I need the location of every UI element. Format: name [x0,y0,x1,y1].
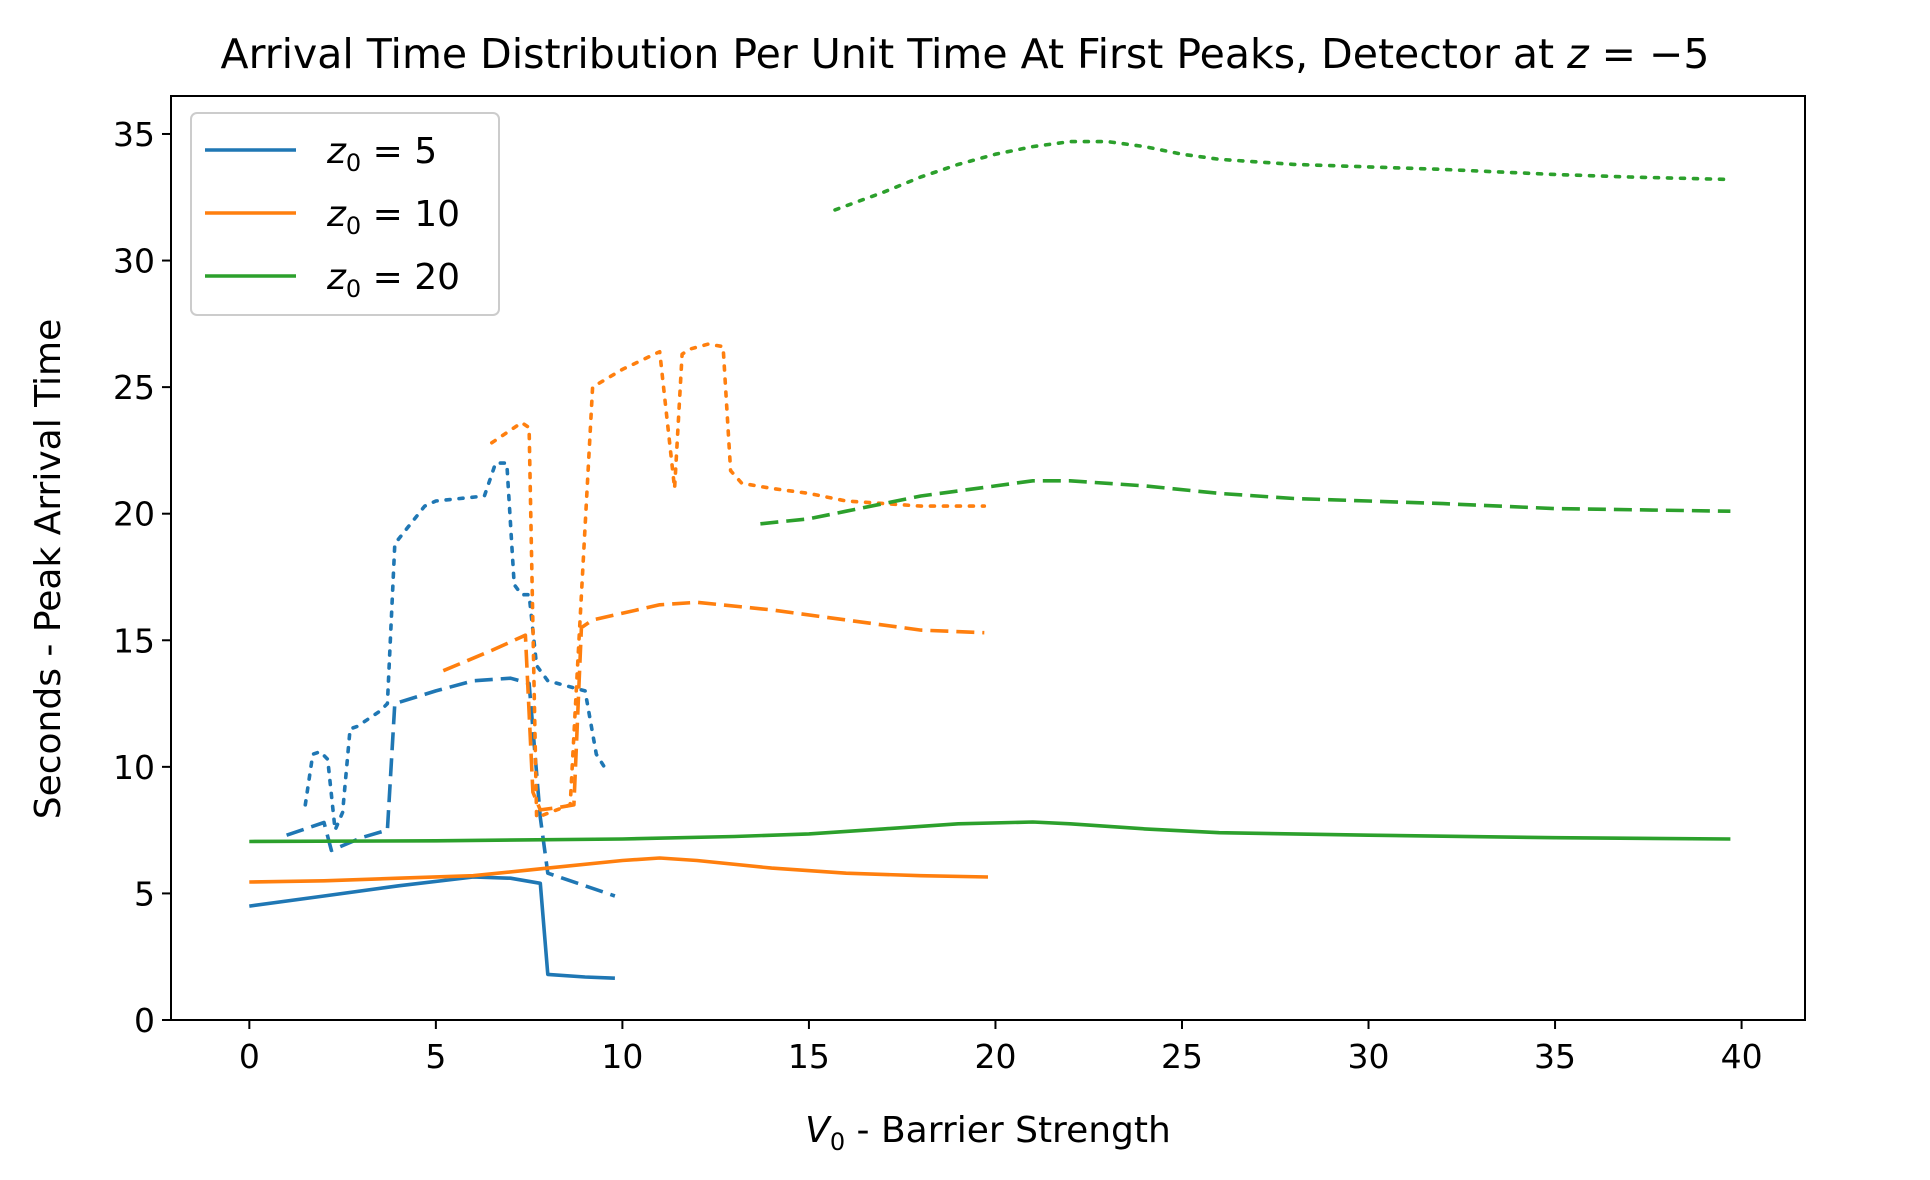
x-tick-label: 15 [788,1037,830,1076]
y-axis-label: Seconds - Peak Arrival Time [28,319,69,820]
y-tick-label: 35 [113,115,155,154]
plot-frame [170,95,1806,1021]
legend-label: z0 = 10 [326,194,460,240]
y-tick-label: 10 [113,748,155,787]
x-tick-label: 30 [1348,1037,1390,1076]
x-tick-label: 5 [425,1037,446,1076]
x-tick-label: 25 [1161,1037,1203,1076]
x-tick-label: 20 [974,1037,1016,1076]
y-tick-label: 5 [134,874,155,913]
y-tick-label: 20 [113,495,155,534]
series-line-6 [489,342,987,820]
legend-box [190,112,500,316]
x-tick-label: 0 [239,1037,260,1076]
series-line-2 [286,676,616,898]
series-line-9 [833,139,1733,212]
y-tick-label: 30 [113,242,155,281]
y-tick-label: 0 [134,1001,155,1040]
series-layer [249,139,1733,980]
x-tick-label: 35 [1534,1037,1576,1076]
series-line-3 [303,461,610,832]
series-line-4 [249,856,989,884]
legend: z0 = 5 z0 = 10 z0 = 20 [190,112,500,316]
y-axis-ticks: 0 5 10 15 20 25 30 35 [113,115,171,1040]
x-tick-label: 40 [1721,1037,1763,1076]
series-line-7 [249,820,1731,844]
x-axis-label: V0 - Barrier Strength [805,1110,1171,1156]
legend-label: z0 = 20 [326,257,460,303]
series-line-1 [249,875,615,980]
chart-title: Arrival Time Distribution Per Unit Time … [221,30,1710,78]
x-tick-label: 10 [601,1037,643,1076]
series-line-8 [760,478,1731,526]
y-tick-label: 15 [113,621,155,660]
x-axis-ticks: 0 5 10 15 20 25 30 35 40 [239,1020,1763,1076]
series-line-5 [442,600,985,812]
legend-label: z0 = 5 [326,131,437,177]
y-tick-label: 25 [113,368,155,407]
